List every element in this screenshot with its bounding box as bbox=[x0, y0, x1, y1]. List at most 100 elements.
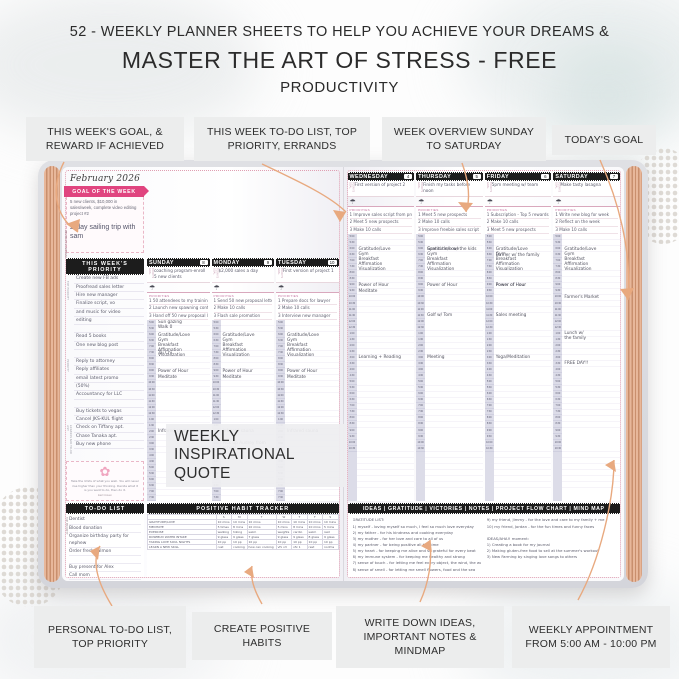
habit-cell[interactable]: 10 mins bbox=[306, 519, 324, 526]
day-header[interactable]: TUESDAY 10 bbox=[276, 258, 339, 267]
todays-goal-field[interactable]: TODAY'S GOAL Make tasty lasagna bbox=[553, 181, 620, 197]
day-priority-item[interactable]: 1 Prepare docs for lawyer bbox=[278, 298, 337, 306]
habit-cell[interactable]: weights bbox=[275, 529, 293, 536]
calendar-event[interactable]: Meditate bbox=[358, 288, 378, 294]
ideas-line[interactable]: 9) my friend, Jimmy - for the love and c… bbox=[486, 517, 605, 523]
day-header[interactable]: THURSDAY 5 bbox=[416, 172, 483, 181]
habit-cell[interactable]: how can cooking bbox=[246, 544, 277, 551]
day-priority-item[interactable]: 3 Meet 5 new prospects bbox=[486, 227, 550, 235]
day-priority-item[interactable]: 3 Flash sale promotion bbox=[213, 313, 272, 321]
calendar-event[interactable]: Learning + Reading bbox=[358, 355, 401, 361]
priority-item[interactable]: email latest promo bbox=[74, 375, 144, 384]
day-priority-item[interactable]: 3 Interview new manager bbox=[278, 313, 337, 321]
hour-slots[interactable]: Gratitude/Love Gym Breakfast Affirmation… bbox=[425, 234, 483, 501]
todays-goal-field[interactable]: TODAY'S GOAL 5pm meeting w/ team bbox=[484, 181, 552, 197]
ideas-line[interactable]: 1) Creating a book for my journal bbox=[486, 541, 550, 547]
todo-item[interactable]: Order fresh salmon bbox=[69, 548, 141, 556]
calendar-event[interactable]: FREE DAY!! bbox=[564, 361, 589, 367]
ideas-line[interactable]: 2) my father - for his kindness and cook… bbox=[352, 529, 454, 535]
day-header[interactable]: FRIDAY 6 bbox=[484, 172, 552, 181]
calendar-event[interactable]: Power of Hour bbox=[222, 368, 253, 374]
priority-item[interactable]: and music for video bbox=[74, 309, 144, 317]
habit-cell[interactable]: 10 mins bbox=[291, 519, 308, 526]
calendar-event[interactable]: Power of Hour bbox=[495, 282, 526, 288]
habit-cell[interactable]: 10 mins bbox=[322, 519, 339, 526]
day-priority-item[interactable]: 1 Subscription - Top 5 rewards bbox=[486, 212, 550, 220]
calendar-event[interactable]: Gratitude/Love Gym Breakfast Affirmation… bbox=[158, 332, 190, 358]
ideas-line[interactable]: 7) sense of touch - for letting me feel … bbox=[352, 560, 481, 566]
todo-item[interactable]: Call mom bbox=[69, 572, 141, 581]
habit-cell[interactable]: cooking bbox=[231, 544, 248, 551]
todays-goal-field[interactable]: TODAY'S GOAL First version of project 1 bbox=[276, 267, 339, 283]
calendar-event[interactable]: Power of Hour bbox=[427, 282, 458, 288]
calendar-event[interactable]: Power of Hour bbox=[495, 282, 526, 288]
hour-slots[interactable]: Gratitude/Love Gym Breakfast Affirmation… bbox=[562, 234, 620, 501]
todo-item[interactable]: Organize birthday party for nephew bbox=[69, 533, 141, 548]
todo-item[interactable] bbox=[69, 556, 141, 565]
day-priority-item[interactable]: 3 Make 10 calls bbox=[555, 227, 618, 235]
day-priority-item[interactable]: 2 Make 10 calls bbox=[278, 305, 337, 313]
day-priority-item[interactable]: 2 Make 10 calls bbox=[486, 219, 550, 227]
habit-cell[interactable]: 10 mins bbox=[275, 519, 293, 526]
habit-cell[interactable]: rest bbox=[306, 544, 324, 551]
todays-goal-field[interactable]: TODAY'S GOAL $2,000 sales a day bbox=[211, 267, 274, 283]
calendar-event[interactable]: Meeting bbox=[427, 355, 445, 361]
calendar-event[interactable]: Golf w/ Tom bbox=[427, 313, 453, 319]
priority-item[interactable]: Reply to attorney bbox=[74, 358, 144, 367]
calendar-event[interactable]: Gratitude/Love Gym Breakfast Affirmation… bbox=[358, 246, 391, 272]
priority-item[interactable]: Cancel JKS-KUL flight bbox=[74, 416, 144, 425]
priority-item[interactable] bbox=[74, 325, 144, 334]
day-priority-item[interactable]: 1 Improve sales script from project 1 bbox=[349, 212, 413, 220]
day-priority-item[interactable]: 2 Meet 5 new prospects bbox=[349, 219, 413, 227]
calendar-event[interactable]: Meditate bbox=[222, 374, 242, 380]
priority-item[interactable]: Buy new phone bbox=[74, 441, 144, 450]
calendar-event[interactable]: Power of Hour bbox=[358, 282, 389, 288]
priority-item[interactable]: Read 5 books bbox=[74, 333, 144, 342]
day-header[interactable]: MONDAY 9 bbox=[211, 258, 274, 267]
day-priority-item[interactable]: 3 Make 10 calls bbox=[349, 227, 413, 235]
day-header[interactable]: SATURDAY 7 bbox=[553, 172, 620, 181]
hour-slots[interactable]: Gratitude/Love Gym Breakfast Affirmation… bbox=[356, 234, 415, 501]
priority-item[interactable]: Check on Tiffany apt. bbox=[74, 424, 144, 433]
priority-item[interactable]: Chase Tanaka apt. bbox=[74, 433, 144, 441]
day-priority-item[interactable]: 1 Meet 5 new prospects bbox=[418, 212, 481, 220]
calendar-event[interactable]: Gratitude/Love Gym Breakfast Affirmation… bbox=[564, 246, 597, 272]
calendar-event[interactable]: Dinner w/ the family bbox=[495, 252, 540, 258]
calendar-event[interactable]: Tai Chi bbox=[158, 350, 173, 356]
calendar-event[interactable]: Meditate bbox=[158, 374, 177, 380]
todays-goal-field[interactable]: TODAY'S GOAL coaching program-enroll 5 ne… bbox=[147, 267, 210, 283]
calendar-event[interactable]: Power of Hour bbox=[287, 368, 318, 374]
day-priority-item[interactable]: 3 Improve freebie sales script bbox=[418, 227, 481, 235]
todo-item[interactable]: Buy present for Alex bbox=[69, 564, 141, 573]
ideas-line[interactable]: 10) my friend, Jordan - for the fun time… bbox=[486, 523, 595, 529]
priority-item[interactable]: Proofread sales letter bbox=[74, 284, 144, 292]
priority-item[interactable] bbox=[74, 400, 144, 408]
day-priority-item[interactable]: 2 Reflect on the week bbox=[555, 219, 618, 227]
todays-goal-field[interactable]: TODAY'S GOAL First version of project 2 bbox=[347, 181, 415, 197]
day-priority-item[interactable]: 1 50 attendees to my training bbox=[149, 298, 208, 306]
habit-cell[interactable]: nodms bbox=[322, 544, 339, 551]
ideas-line[interactable]: 1) myself - loving myself so much, I fee… bbox=[352, 523, 474, 529]
ideas-line[interactable]: 3) New Farming by singing love songs to … bbox=[486, 554, 578, 560]
calendar-event[interactable]: Gratitude/Love Gym Breakfast Affirmation… bbox=[287, 332, 319, 358]
ideas-line[interactable]: 5) my heart - for keeping me alive and s… bbox=[352, 548, 476, 554]
ideas-line[interactable]: 3) my mother - for her love and care to … bbox=[352, 535, 444, 541]
priority-item[interactable]: Accountancy for LLC bbox=[74, 391, 144, 400]
calendar-event[interactable]: Meditate bbox=[287, 374, 306, 380]
hour-slots[interactable]: Gratitude/Love Gym Breakfast Affirmation… bbox=[493, 234, 552, 501]
day-priority-item[interactable]: 2 Make 10 calls bbox=[418, 219, 481, 227]
priority-item[interactable]: editing bbox=[74, 317, 144, 326]
ideas-line[interactable]: 8) sense of smell - for letting me smell… bbox=[352, 566, 476, 572]
ideas-line[interactable]: 6) my immune system - for keeping me hea… bbox=[352, 554, 465, 560]
habit-cell[interactable]: rust bbox=[215, 544, 233, 551]
day-header[interactable]: SUNDAY 8 bbox=[147, 258, 210, 267]
todays-goal-field[interactable]: TODAY'S GOAL Finish my tasks before noon bbox=[416, 181, 483, 197]
todo-item[interactable]: Blood donation bbox=[69, 525, 141, 533]
ideas-line[interactable]: 4) my partner - for being positive all t… bbox=[352, 541, 439, 547]
calendar-event[interactable]: Gratitude/Love Gym Breakfast Affirmation… bbox=[495, 246, 528, 272]
habit-cell[interactable]: 10 mins bbox=[215, 519, 233, 526]
priority-item[interactable]: Finalize script, vo bbox=[74, 300, 144, 309]
day-priority-item[interactable]: 2 Launch new spawning content bbox=[149, 305, 208, 313]
calendar-event[interactable]: Farmer's Market bbox=[564, 294, 599, 300]
day-header[interactable]: WEDNESDAY 4 bbox=[347, 172, 415, 181]
